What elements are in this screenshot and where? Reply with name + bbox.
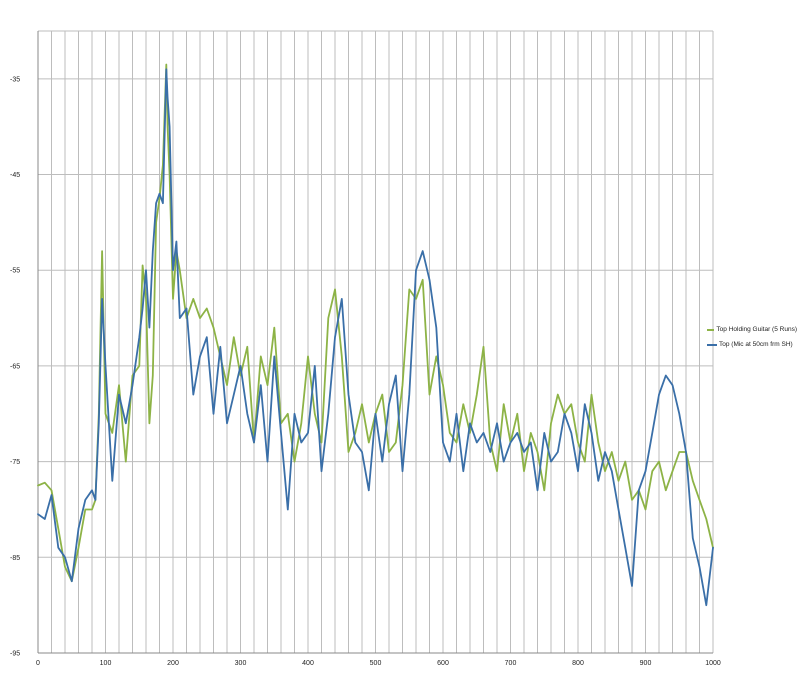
tick-labels: 0 100 200 300 400 500 600 700 800 900 1000 -35 -45 -5… <box>10 76 721 667</box>
x-tick-label: 400 <box>302 660 314 667</box>
y-tick-label: -55 <box>10 268 20 275</box>
x-tick-label: 800 <box>572 660 584 667</box>
y-tick-label: -65 <box>10 363 20 370</box>
x-tick-label: 0 <box>36 660 40 667</box>
x-tick-label: 200 <box>167 660 179 667</box>
legend-item-green: Top Holding Guitar (5 Runs) <box>707 322 797 337</box>
x-tick-label: 1000 <box>705 660 721 667</box>
legend: Top Holding Guitar (5 Runs) Top (Mic at … <box>707 322 797 352</box>
legend-item-blue: Top (Mic at 50cm frm SH) <box>707 337 797 352</box>
x-tick-label: 100 <box>100 660 112 667</box>
series-lines <box>37 63 714 607</box>
series-line-green <box>37 63 714 583</box>
x-tick-label: 500 <box>370 660 382 667</box>
legend-swatch-blue <box>707 343 717 346</box>
series-line-blue <box>37 68 714 607</box>
y-tick-label: -75 <box>10 459 20 466</box>
x-tick-label: 700 <box>505 660 517 667</box>
y-tick-label: -45 <box>10 172 20 179</box>
x-tick-label: 600 <box>437 660 449 667</box>
x-tick-label: 900 <box>640 660 652 667</box>
y-tick-label: -85 <box>10 555 20 562</box>
x-tick-label: 300 <box>235 660 247 667</box>
axes <box>37 31 713 654</box>
legend-swatch-green <box>707 328 715 331</box>
legend-label-blue: Top (Mic at 50cm frm SH) <box>719 341 793 348</box>
legend-label-green: Top Holding Guitar (5 Runs) <box>716 326 797 333</box>
y-tick-label: -95 <box>10 651 20 658</box>
y-tick-label: -35 <box>10 76 20 83</box>
